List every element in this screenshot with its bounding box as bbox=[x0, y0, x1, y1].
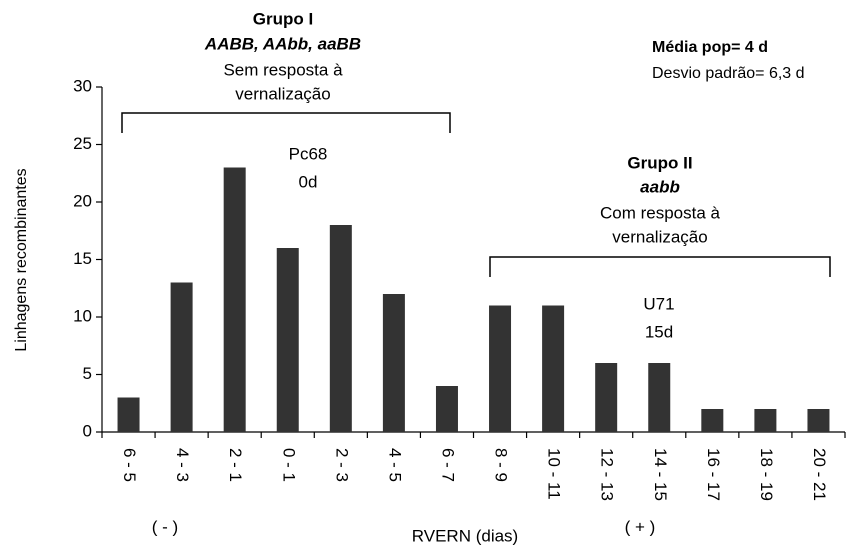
group1-desc: Sem resposta à bbox=[223, 60, 343, 79]
y-tick-label: 30 bbox=[73, 76, 92, 95]
stats-mean: Média pop= 4 d bbox=[652, 39, 768, 56]
pc68-label: Pc68 bbox=[289, 144, 328, 163]
x-tick-label: 2 - 1 bbox=[226, 448, 245, 482]
pc68-label: 0d bbox=[299, 172, 318, 191]
stats-sd: Desvio padrão= 6,3 d bbox=[652, 65, 805, 82]
x-tick-label: 18 - 19 bbox=[757, 448, 776, 501]
bar bbox=[807, 409, 830, 432]
bar bbox=[117, 397, 140, 432]
bar bbox=[170, 282, 193, 432]
bar bbox=[223, 167, 246, 432]
group1-genotypes: AABB, AAbb, aaBB bbox=[204, 34, 361, 53]
u71-label: 15d bbox=[645, 322, 673, 341]
bar bbox=[542, 305, 565, 432]
bar bbox=[595, 363, 618, 432]
group1-desc: vernalização bbox=[235, 84, 330, 103]
bar bbox=[754, 409, 777, 432]
y-tick-label: 10 bbox=[73, 306, 92, 325]
x-tick-label: 6 - 7 bbox=[438, 448, 457, 482]
x-tick-label: 12 - 13 bbox=[598, 448, 617, 501]
x-tick-label: 6 - 5 bbox=[120, 448, 139, 482]
minus-label: ( - ) bbox=[152, 517, 178, 536]
group1-bracket bbox=[121, 112, 451, 133]
bar bbox=[701, 409, 724, 432]
y-tick-label: 25 bbox=[73, 134, 92, 153]
y-tick-label: 20 bbox=[73, 191, 92, 210]
x-tick-label: 20 - 21 bbox=[810, 448, 829, 501]
bar bbox=[329, 225, 352, 432]
group1-title: Grupo I bbox=[253, 9, 313, 28]
x-tick-label: 4 - 3 bbox=[173, 448, 192, 482]
x-tick-label: 8 - 9 bbox=[492, 448, 511, 482]
x-tick-label: 14 - 15 bbox=[651, 448, 670, 501]
y-tick-label: 15 bbox=[73, 249, 92, 268]
y-tick-label: 0 bbox=[83, 421, 92, 440]
bar bbox=[276, 248, 299, 432]
y-tick-label: 5 bbox=[83, 364, 92, 383]
x-tick-label: 0 - 1 bbox=[279, 448, 298, 482]
u71-label: U71 bbox=[643, 294, 674, 313]
x-axis-label: RVERN (dias) bbox=[412, 526, 518, 545]
x-tick-label: 2 - 3 bbox=[332, 448, 351, 482]
bar bbox=[435, 386, 458, 432]
group2-bracket bbox=[489, 256, 831, 277]
plus-label: ( + ) bbox=[625, 517, 656, 536]
group2-genotypes: aabb bbox=[640, 177, 680, 196]
x-tick-label: 10 - 11 bbox=[545, 448, 564, 500]
bar bbox=[382, 294, 405, 432]
x-tick-label: 16 - 17 bbox=[704, 448, 723, 501]
group2-desc: Com resposta à bbox=[600, 203, 721, 222]
x-tick-label: 4 - 5 bbox=[385, 448, 404, 482]
bar bbox=[489, 305, 512, 432]
group2-title: Grupo II bbox=[627, 153, 692, 172]
y-axis-label: Linhagens recombinantes bbox=[13, 168, 30, 351]
group2-desc: vernalização bbox=[612, 227, 707, 246]
bar bbox=[648, 363, 671, 432]
